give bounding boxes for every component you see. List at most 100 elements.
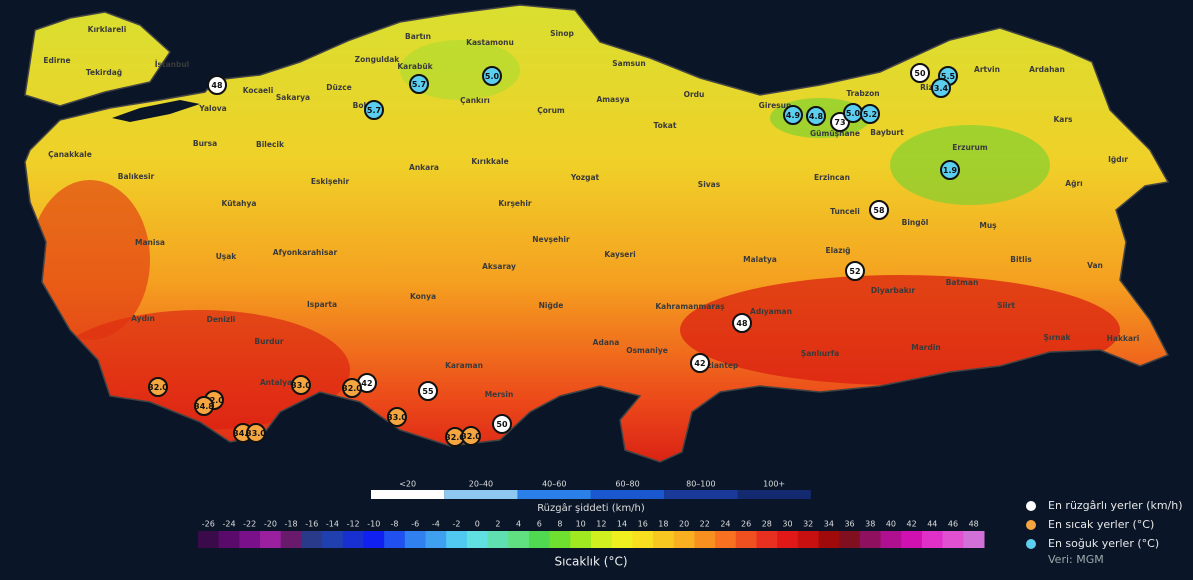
- city-label: Bursa: [193, 139, 217, 148]
- windiest-key-dot: [1026, 501, 1036, 511]
- city-label: Denizli: [207, 315, 236, 324]
- city-label: Kırklareli: [88, 25, 127, 34]
- hottest-marker: [194, 396, 214, 416]
- hottest-value: 33.0: [291, 381, 311, 390]
- temperature-tick: 30: [782, 520, 792, 529]
- temperature-swatch: [280, 531, 302, 548]
- city-label: Erzincan: [814, 173, 850, 182]
- temperature-tick: 38: [865, 520, 875, 529]
- city-label: Afyonkarahisar: [273, 248, 338, 257]
- temperature-field: [25, 5, 1168, 462]
- city-label: Şanlıurfa: [801, 349, 839, 358]
- hottest-key-label: En sıcak yerler (°C): [1048, 518, 1154, 531]
- temperature-swatch: [901, 531, 923, 548]
- city-label: Isparta: [307, 300, 337, 309]
- city-label: Bingöl: [902, 218, 929, 227]
- temperature-tick: 14: [617, 520, 627, 529]
- cool-area: [890, 125, 1050, 205]
- city-label: Gümüşhane: [810, 129, 860, 138]
- markers: 4850735852484242555032.032.034.834.833.0…: [148, 63, 960, 447]
- wind-swatch: [664, 490, 738, 499]
- city-label: Tunceli: [830, 207, 860, 216]
- windiest-value: 48: [736, 319, 748, 328]
- coldest-value: 5.2: [863, 110, 877, 119]
- city-label: Sivas: [698, 180, 721, 189]
- coldest-value: 5.5: [941, 72, 956, 81]
- city-label: Artvin: [974, 65, 1000, 74]
- temperature-swatch: [839, 531, 861, 548]
- city-label: Erzurum: [952, 143, 988, 152]
- city-label: Tokat: [654, 121, 677, 130]
- temperature-swatch: [322, 531, 344, 548]
- coldest-key-dot: [1026, 539, 1036, 549]
- coldest-key-label: En soğuk yerler (°C): [1048, 537, 1159, 550]
- temperature-swatch: [342, 531, 364, 548]
- temperature-swatch: [859, 531, 882, 548]
- temperature-swatch: [880, 531, 902, 548]
- temperature-swatch: [632, 531, 654, 548]
- city-label: Van: [1087, 261, 1103, 270]
- hottest-marker: [461, 426, 481, 446]
- wind-swatch: [590, 490, 665, 499]
- hottest-marker: [246, 423, 266, 443]
- city-label: Yalova: [198, 104, 226, 113]
- windiest-value: 48: [211, 81, 223, 90]
- temperature-tick: -18: [285, 520, 298, 529]
- temperature-tick: -6: [411, 520, 419, 529]
- temperature-tick: 10: [576, 520, 586, 529]
- temperature-tick: -8: [391, 520, 399, 529]
- city-label: Muş: [979, 221, 997, 230]
- temperature-tick: 34: [824, 520, 834, 529]
- temperature-tick: 12: [596, 520, 606, 529]
- city-label: Iğdır: [1108, 155, 1128, 164]
- city-label: Kastamonu: [466, 38, 514, 47]
- coldest-value: 5.7: [412, 80, 426, 89]
- temperature-swatch: [591, 531, 613, 548]
- wind-swatch: [517, 490, 591, 499]
- city-label: Kırşehir: [498, 199, 532, 208]
- city-label: Sakarya: [276, 93, 310, 102]
- windiest-marker: [910, 63, 930, 83]
- city-label: Osmaniye: [626, 346, 668, 355]
- city-label: Bolu: [353, 101, 372, 110]
- city-label: Bayburt: [870, 128, 904, 137]
- temperature-tick: -16: [305, 520, 318, 529]
- wind-label: <20: [399, 480, 416, 489]
- temperature-swatch: [818, 531, 840, 548]
- city-label: Mersin: [485, 390, 514, 399]
- source: Veri: MGM: [1048, 553, 1104, 566]
- windiest-key-label: En rüzgârlı yerler (km/h): [1048, 499, 1183, 512]
- temperature-tick: -22: [243, 520, 256, 529]
- temperature-tick: -24: [222, 520, 235, 529]
- hottest-key-dot: [1026, 520, 1036, 530]
- city-label: Konya: [410, 292, 436, 301]
- temperature-tick: -14: [326, 520, 339, 529]
- city-label: Bartın: [405, 32, 431, 41]
- temperature-swatch: [487, 531, 509, 548]
- temperature-swatch: [446, 531, 468, 548]
- coldest-value: 5.7: [367, 106, 381, 115]
- city-label: Karabük: [397, 62, 433, 71]
- city-label: Kırıkkale: [471, 157, 508, 166]
- windiest-value: 52: [849, 267, 860, 276]
- city-label: Kars: [1053, 115, 1073, 124]
- temperature-tick: 32: [803, 520, 813, 529]
- city-label: Siirt: [997, 301, 1015, 310]
- coldest-value: 3.4: [934, 84, 949, 93]
- temperature-swatch: [673, 531, 695, 548]
- city-label: Mardin: [911, 343, 941, 352]
- city-label: Sinop: [550, 29, 574, 38]
- hottest-marker: [387, 407, 407, 427]
- city-labels: KırklareliEdirneTekirdağİstanbulKocaeliS…: [43, 25, 1139, 399]
- city-label: Kahramanmaraş: [655, 302, 725, 311]
- coldest-value: 4.9: [786, 111, 801, 120]
- temperature-tick: -2: [453, 520, 461, 529]
- temperature-swatch: [218, 531, 240, 548]
- city-label: Çankırı: [460, 96, 490, 105]
- temperature-swatch: [239, 531, 261, 548]
- wind-legend-title: Rüzgâr şiddeti (km/h): [537, 502, 645, 514]
- coldest-marker: [940, 160, 960, 180]
- city-label: Burdur: [254, 337, 283, 346]
- hottest-value: 33.0: [246, 429, 266, 438]
